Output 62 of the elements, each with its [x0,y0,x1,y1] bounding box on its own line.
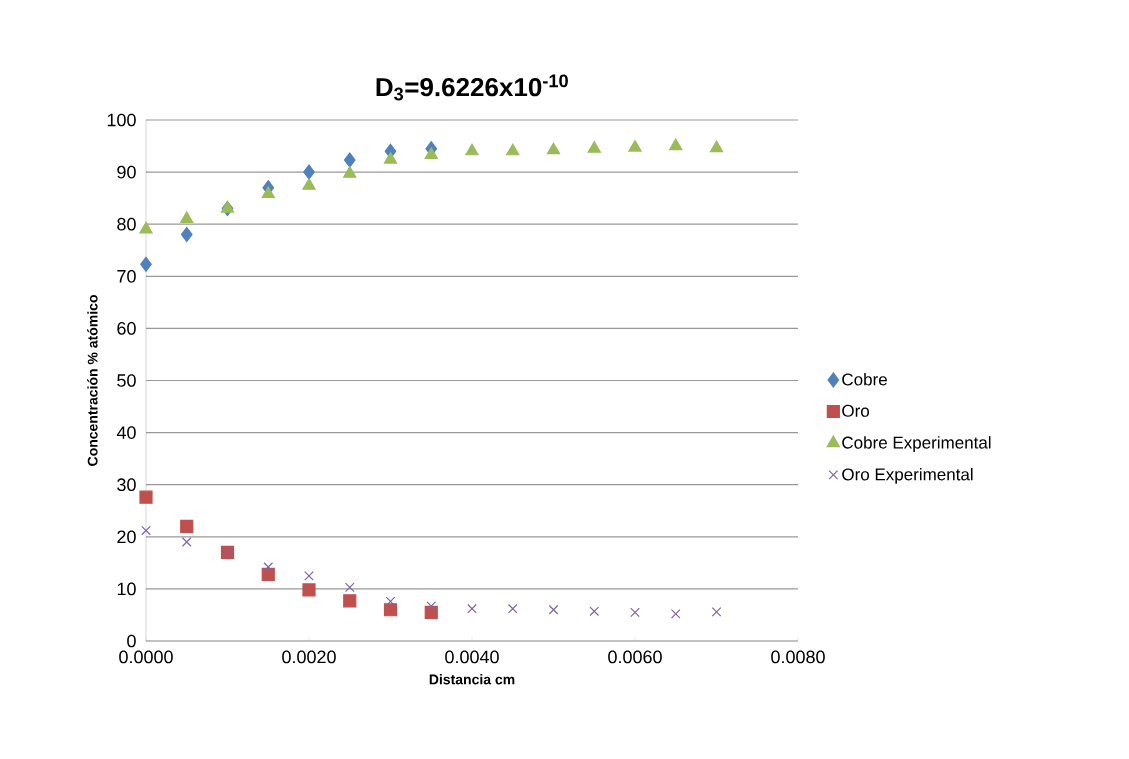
point [383,603,398,617]
x-tick-label: 0.0080 [771,650,825,664]
point [548,604,559,615]
x-tick-label: 0.0000 [119,650,173,664]
point [670,609,681,619]
point [263,562,274,572]
point [180,519,194,533]
point [546,142,561,155]
point [302,178,316,190]
y-tick-label: 50 [117,374,136,387]
point [303,164,315,180]
point [506,143,520,156]
y-tick-label: 10 [117,582,136,596]
y-tick-label: 60 [117,322,136,335]
legend-label: Cobre Experimental [842,436,991,452]
point [343,594,357,608]
y-tick-label: 40 [116,426,136,439]
point [426,601,437,611]
y-tick-label: 90 [117,165,136,179]
point [424,147,438,159]
x-tick-label: 0.0020 [282,650,336,664]
x-axis-title: Distancia cm [429,674,515,685]
x-tick-label: 0.0060 [608,650,662,664]
point [587,141,601,153]
y-tick-label: 30 [117,478,136,492]
chart-title: D$_{3}$=9.6226x10$^{-10}$ [376,74,568,101]
point [630,607,640,618]
point [139,221,153,234]
y-tick-label: 80 [117,217,136,231]
point [343,152,356,168]
y-tick-label: 70 [117,269,136,283]
y-tick-label: 20 [117,530,136,544]
point [669,138,683,151]
point [261,567,275,581]
point [261,186,275,199]
point [343,166,357,178]
point [140,256,152,272]
point [181,537,192,547]
point [711,606,722,617]
point [628,140,642,152]
legend-label: Cobre [842,373,887,386]
point [180,211,194,224]
y-tick-label: 100 [107,113,136,127]
point [465,143,479,156]
point [180,227,193,243]
point [220,200,235,213]
point [385,596,396,607]
point [589,606,600,617]
legend-label: Oro Experimental [842,467,973,484]
point [141,525,151,536]
point [383,151,398,164]
point [709,140,724,153]
point [139,490,153,504]
point [304,571,314,581]
point [507,603,518,614]
y-axis-title: Concentración % atómico [87,295,98,466]
legend-label: Oro [842,404,870,417]
point [302,583,316,597]
point [467,603,477,614]
x-tick-label: 0.0040 [445,650,499,664]
y-tick-label: 0 [127,634,136,648]
point [344,582,355,593]
